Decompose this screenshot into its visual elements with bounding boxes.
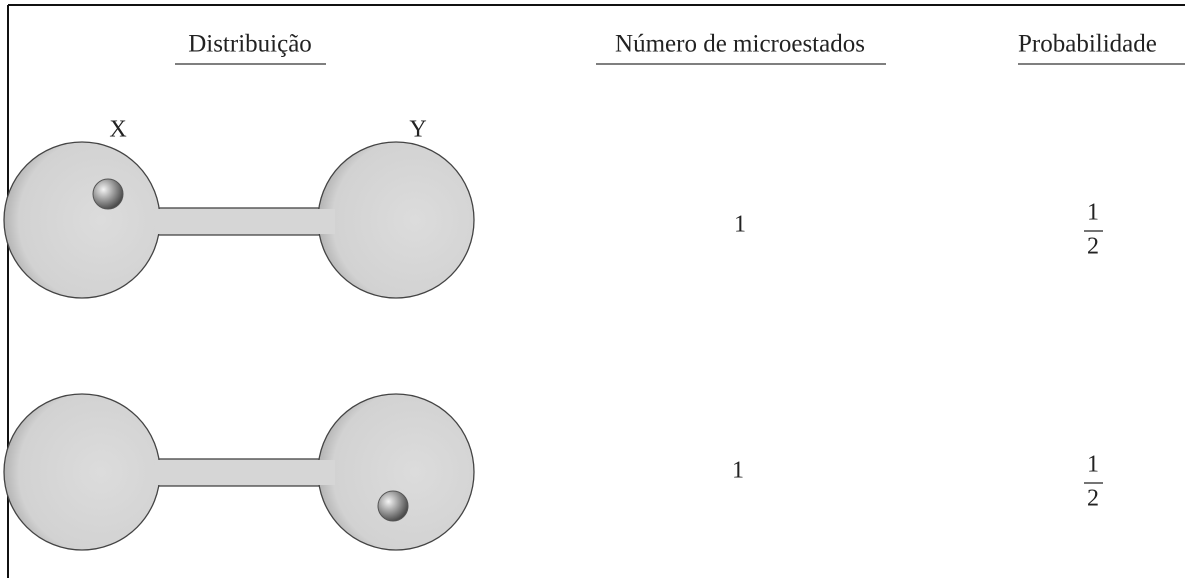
denominator: 2 [1087,234,1099,260]
header-probability: Probabilidade [1018,31,1157,58]
label-x: X [109,117,126,143]
numerator: 1 [1087,200,1099,226]
microstates: 1 [734,212,746,238]
label-y: Y [409,117,426,143]
dumbbell [3,141,475,299]
dumbbell [3,393,475,551]
numerator: 1 [1087,452,1099,478]
denominator: 2 [1087,486,1099,512]
header-microstates: Número de microestados [615,31,865,58]
microstates: 1 [732,458,744,484]
header-distribution: Distribuição [188,31,312,58]
